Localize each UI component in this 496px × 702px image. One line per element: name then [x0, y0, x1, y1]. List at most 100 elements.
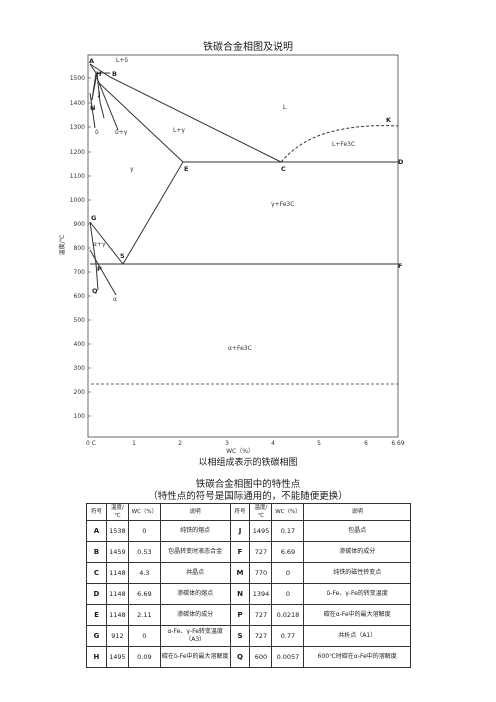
table-cell: 912 [105, 625, 129, 647]
diagram-caption: 以相组成表示的铁碳相图 [198, 458, 298, 468]
table-cell: 碳在δ-Fe中的最大溶解度 [159, 646, 231, 668]
table-cell: D [86, 583, 107, 605]
table-row: D 1148 6.69 渗碳体的熔点 N 1394 0 δ-Fe、γ-Fe的转变… [86, 583, 411, 605]
table-cell: 1538 [105, 520, 129, 542]
phase-label-L-gamma: L+γ [173, 127, 185, 134]
table-cell: 1394 [249, 583, 273, 605]
document-title: 铁碳合金相图及说明 [203, 42, 293, 53]
y-tick-label: 400 [74, 341, 86, 348]
table-title: 铁碳合金相图中的特性点 [195, 479, 301, 490]
table-cell: 6.69 [271, 541, 305, 563]
y-tick-label: 1100 [70, 173, 85, 180]
table-cell: 纯铁的熔点 [159, 520, 231, 542]
phase-label-delta-gamma: δ+γ [115, 129, 128, 136]
y-tick-label: 800 [74, 245, 86, 252]
point-label-D: D [398, 158, 404, 166]
x-tick-label: 6 [364, 440, 368, 447]
header-cell: 温度/℃ [249, 503, 273, 521]
table-cell: 渗碳体的成分 [159, 604, 231, 626]
x-tick-label: 4 [271, 440, 275, 447]
table-header-row: 符号 温度/℃ WC（%） 说明 符号 温度/℃ WC（%） 说明 [86, 503, 411, 521]
table-cell: 0.77 [271, 625, 305, 647]
iron-carbon-phase-diagram: 1500 1400 1300 1200 1100 1000 900 800 70… [58, 54, 405, 455]
table-cell: 包晶点 [303, 520, 411, 542]
table-cell: F [229, 541, 251, 563]
table-cell: 共晶点 [159, 562, 231, 584]
point-label-A: A [89, 57, 94, 65]
x-tick-label: 5 [317, 440, 321, 447]
table-cell: M [229, 562, 251, 584]
table-cell: 1495 [249, 520, 273, 542]
y-tick-label: 1200 [70, 149, 85, 156]
header-cell: 说明 [159, 503, 231, 521]
table-cell: 0 [271, 583, 305, 605]
point-label-N: N [90, 104, 95, 112]
x-tick-label: 0 C [86, 440, 96, 447]
table-cell: 6.69 [127, 583, 161, 605]
table-row: B 1459 0.53 包晶转变时液态合金 F 727 6.69 渗碳体的成分 [86, 541, 411, 563]
table-cell: 727 [249, 625, 273, 647]
header-cell: 温度/℃ [105, 503, 129, 521]
phase-label-alpha-Fe3C: α+Fe3C [228, 345, 252, 352]
phase-boundaries [89, 63, 398, 296]
header-cell: 符号 [229, 503, 251, 521]
table-cell: 0.17 [271, 520, 305, 542]
table-cell: 770 [249, 562, 273, 584]
header-cell: 符号 [86, 503, 107, 521]
header-cell: WC（%） [127, 503, 161, 521]
y-tick-label: 300 [74, 365, 86, 372]
phase-label-gamma-Fe3C: γ+Fe3C [271, 201, 294, 208]
y-tick-label: 1500 [70, 75, 85, 82]
table-cell: 0.53 [127, 541, 161, 563]
table-cell: 727 [249, 604, 273, 626]
table-cell: G [86, 625, 107, 647]
table-cell: C [86, 562, 107, 584]
y-tick-label: 600 [74, 293, 86, 300]
point-label-E: E [184, 165, 188, 173]
table-row: G 912 0 α-Fe、γ-Fe转变温度（A3） S 727 0.77 共析点… [86, 625, 411, 647]
phase-label-alpha: α [113, 296, 117, 303]
table-cell: α-Fe、γ-Fe转变温度（A3） [159, 625, 231, 647]
table-cell: 727 [249, 541, 273, 563]
table-cell: N [229, 583, 251, 605]
x-tick-label: 6.69 [391, 440, 405, 447]
table-cell: δ-Fe、γ-Fe的转变温度 [303, 583, 411, 605]
table-cell: E [86, 604, 107, 626]
point-label-C: C [281, 165, 286, 173]
table-cell: 4.3 [127, 562, 161, 584]
table-cell: 1459 [105, 541, 129, 563]
table-cell: 1495 [105, 646, 129, 668]
table-cell: Q [229, 646, 251, 668]
point-label-F: F [398, 262, 402, 270]
table-cell: A [86, 520, 107, 542]
y-axis-label: 温度/℃ [58, 234, 66, 255]
table-cell: 共析点（A1） [303, 625, 411, 647]
table-cell: 600℃时碳在α-Fe中的溶解度 [303, 646, 411, 668]
table-cell: 渗碳体的熔点 [159, 583, 231, 605]
y-tick-label: 100 [74, 413, 86, 420]
table-row: A 1538 0 纯铁的熔点 J 1495 0.17 包晶点 [86, 520, 411, 542]
point-label-Q: Q [92, 287, 98, 295]
y-tick-label: 200 [74, 389, 86, 396]
table-cell: 1148 [105, 583, 129, 605]
y-tick-label: 900 [74, 221, 86, 228]
y-tick-label: 1400 [70, 100, 85, 107]
point-label-B: B [112, 70, 117, 78]
point-label-S: S [120, 252, 125, 260]
header-cell: WC（%） [271, 503, 305, 521]
table-cell: 渗碳体的成分 [303, 541, 411, 563]
table-cell: J [229, 520, 251, 542]
table-cell: 0 [127, 520, 161, 542]
point-label-H: H [96, 70, 101, 78]
table-cell: H [86, 646, 107, 668]
table-row: E 1148 2.11 渗碳体的成分 P 727 0.0218 碳在α-Fe中的… [86, 604, 411, 626]
table-cell: 包晶转变时液态合金 [159, 541, 231, 563]
table-cell: 0.0057 [271, 646, 305, 668]
table-row: C 1148 4.3 共晶点 M 770 0 纯铁的磁性转变点 [86, 562, 411, 584]
characteristic-points-table: 符号 温度/℃ WC（%） 说明 符号 温度/℃ WC（%） 说明 A 1538… [86, 503, 411, 668]
phase-label-alpha-gamma: α+γ [93, 241, 106, 248]
table-cell: 碳在α-Fe中的最大溶解度 [303, 604, 411, 626]
table-cell: 0.0218 [271, 604, 305, 626]
table-cell: 0 [271, 562, 305, 584]
y-tick-label: 500 [74, 317, 86, 324]
